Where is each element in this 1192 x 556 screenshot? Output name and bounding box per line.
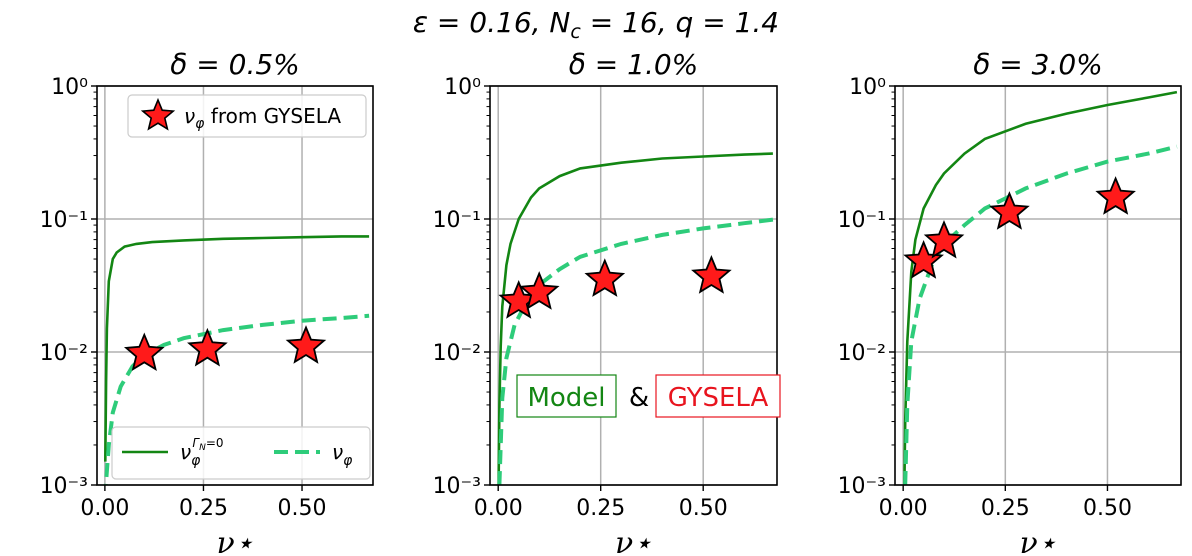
- x-tick-label: 0.00: [879, 496, 928, 521]
- x-tick-label: 0.50: [278, 496, 327, 521]
- gysela-star-point: [518, 271, 560, 310]
- x-axis-label: ν⋆: [1019, 526, 1056, 556]
- panel-3: 0.00 0.25 0.50 10⁰ 10⁻¹ 10⁻² 10⁻³ δ = 3.0% ν⋆: [838, 48, 1182, 556]
- gysela-star-point: [187, 327, 228, 367]
- x-tick-label: 0.00: [474, 496, 523, 521]
- x-tick-label: 0.50: [679, 496, 728, 521]
- panel-1: 0.00 0.25 0.50 10⁰ 10⁻¹ 10⁻² 10⁻³ δ = 0.5% ν⋆ νφ …: [40, 48, 374, 556]
- legend-upper-right: νφ from GYSELA: [127, 94, 367, 138]
- figure-suptitle: ε = 0.16, Nc = 16, q = 1.4: [413, 6, 779, 43]
- y-tick-label: 10⁰: [444, 75, 481, 100]
- x-tick-label: 0.50: [1083, 496, 1132, 521]
- gysela-line: [903, 144, 1178, 485]
- y-tick-label: 10⁻¹: [433, 208, 481, 233]
- panel-title: δ = 3.0%: [973, 48, 1103, 81]
- y-tick-label: 10⁻¹: [838, 208, 886, 233]
- panel-title: δ = 1.0%: [569, 48, 699, 81]
- gysela-star-point: [123, 332, 165, 371]
- axes-frame: [894, 85, 1182, 486]
- y-tick-label: 10⁻²: [838, 341, 886, 366]
- model-line: [104, 235, 370, 462]
- axes-frame: [489, 85, 778, 486]
- legend-star-icon: [140, 97, 176, 131]
- gysela-line: [103, 313, 370, 485]
- gysela-star-point: [584, 258, 626, 297]
- model-label: Model: [527, 383, 605, 413]
- y-tick-label: 10⁻²: [433, 341, 481, 366]
- legend-entry-model: νφΓN=0: [180, 436, 224, 469]
- y-tick-label: 10⁻¹: [40, 208, 88, 233]
- model-line: [497, 152, 773, 485]
- legend-lower-right: νφΓN=0 νφ: [111, 426, 371, 480]
- panel-2: 0.00 0.25 0.50 10⁰ 10⁻¹ 10⁻² 10⁻³ δ = 1.0% ν⋆ Mod…: [433, 48, 781, 556]
- gysela-star-point: [923, 219, 965, 259]
- y-tick-label: 10⁻³: [433, 474, 481, 499]
- panel-title: δ = 0.5%: [170, 48, 300, 81]
- x-tick-label: 0.25: [981, 496, 1030, 521]
- y-tick-label: 10⁻²: [40, 341, 88, 366]
- x-axis-label: ν⋆: [615, 526, 652, 556]
- gysela-line: [497, 217, 774, 485]
- x-axis-label: ν⋆: [216, 526, 253, 556]
- y-tick-label: 10⁰: [849, 75, 886, 100]
- gysela-star-point: [989, 191, 1030, 230]
- gysela-star-point: [691, 255, 732, 294]
- legend-entry-nuphi: νφ: [332, 440, 353, 469]
- gysela-star-point: [285, 325, 327, 364]
- x-tick-label: 0.00: [80, 496, 129, 521]
- x-tick-label: 0.25: [179, 496, 228, 521]
- y-tick-label: 10⁻³: [40, 474, 88, 499]
- model-box: [516, 374, 617, 418]
- y-tick-label: 10⁻³: [838, 474, 886, 499]
- panels: 0.00 0.25 0.50 10⁰ 10⁻¹ 10⁻² 10⁻³ δ = 0.5% ν⋆ νφ …: [40, 48, 1182, 556]
- gysela-box: [655, 374, 781, 418]
- gysela-star-point: [1095, 176, 1136, 215]
- gysela-star-point: [903, 240, 944, 279]
- model-line: [903, 90, 1178, 485]
- x-tick-label: 0.25: [576, 496, 625, 521]
- legend-entry-gysela: νφ from GYSELA: [184, 104, 341, 132]
- ampersand-label: &: [629, 383, 649, 413]
- axes-frame: [96, 85, 374, 486]
- model-gysela-annotation: Model & GYSELA: [516, 374, 781, 418]
- gysela-label: GYSELA: [668, 383, 769, 413]
- y-tick-label: 10⁰: [51, 75, 88, 100]
